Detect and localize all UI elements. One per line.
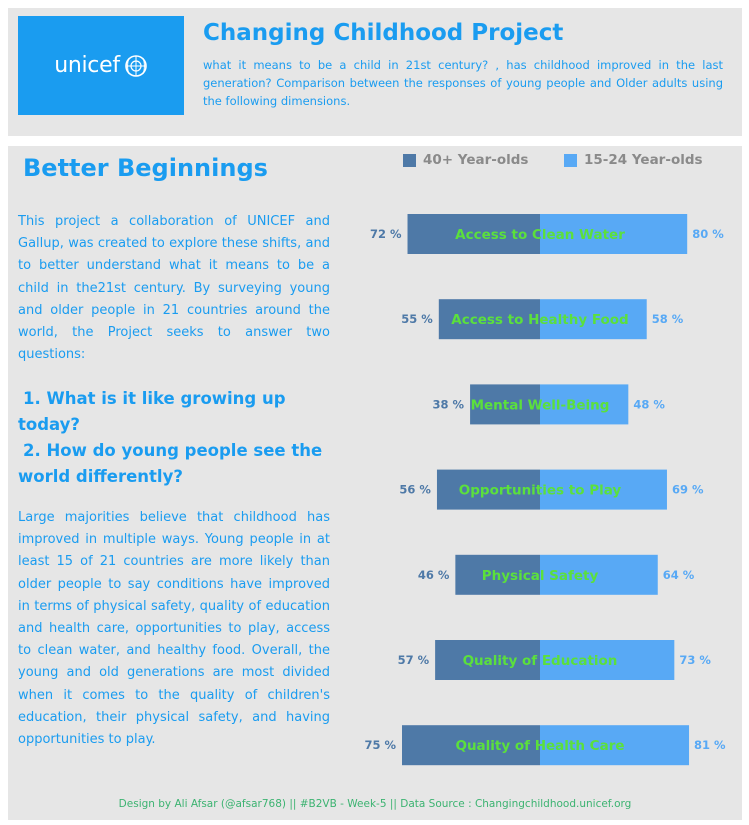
logo-wordmark: unicef (54, 53, 120, 78)
data-label-older: 55 % (401, 312, 433, 326)
legend-swatch-older (403, 153, 416, 167)
section-divider (8, 136, 742, 146)
intro-paragraph: This project a collaboration of UNICEF a… (18, 214, 330, 363)
page-title: Changing Childhood Project (203, 20, 564, 46)
bar-younger (540, 640, 675, 680)
bar-older (455, 554, 540, 595)
data-label-younger: 80 % (692, 227, 724, 241)
bar-older (435, 640, 540, 680)
section-title: Better Beginnings (23, 154, 268, 182)
question-two: 2. How do young people see the world dif… (18, 441, 323, 486)
unicef-logo: unicef (18, 16, 184, 115)
data-label-older: 38 % (433, 397, 465, 411)
legend-item-young: 15-24 Year-olds (564, 150, 703, 170)
bar-younger (540, 469, 667, 510)
question-one: 1. What is it like growing up today? (18, 389, 286, 434)
data-label-younger: 48 % (633, 397, 665, 411)
bar-older (436, 469, 540, 510)
data-label-younger: 58 % (652, 312, 684, 326)
footer-credit: Design by Ali Afsar (@afsar768) || #B2VB… (8, 792, 742, 820)
bar-older (402, 725, 540, 766)
data-label-younger: 73 % (679, 653, 711, 667)
bar-younger (540, 384, 629, 425)
data-label-older: 57 % (398, 653, 430, 667)
bar-younger (540, 554, 658, 595)
data-label-older: 75 % (364, 738, 396, 752)
findings-paragraph: Large majorities believe that childhood … (18, 510, 330, 748)
data-label-older: 56 % (399, 483, 431, 497)
legend-swatch-young (564, 153, 577, 167)
category-label: Mental Well-Being (471, 397, 610, 413)
category-label: Access to Healthy Food (451, 312, 628, 328)
legend-label-young: 15-24 Year-olds (584, 152, 703, 168)
bar-younger (540, 214, 688, 254)
legend-item-older: 40+ Year-olds (403, 150, 528, 170)
data-label-younger: 64 % (663, 568, 695, 582)
data-label-younger: 69 % (672, 483, 704, 497)
diverging-bar-chart: 72 % 80 % Access to Clean Water 55 % 58 % Acc… (364, 214, 726, 766)
category-label: Opportunities to Play (459, 483, 622, 499)
data-label-older: 72 % (370, 227, 402, 241)
bar-older (438, 299, 540, 340)
bar-older (407, 214, 540, 254)
category-label: Quality of Education (463, 653, 618, 669)
page-subtitle: what it means to be a child in 21st cent… (203, 58, 723, 108)
globe-icon (124, 54, 147, 77)
left-panel (8, 146, 346, 792)
data-label-younger: 81 % (694, 738, 726, 752)
bar-younger (540, 725, 690, 766)
category-label: Access to Clean Water (455, 227, 625, 243)
bar-younger (540, 299, 647, 340)
questions-block: 1. What is it like growing up today? 2. … (18, 386, 338, 490)
category-label: Quality of Health Care (455, 738, 624, 754)
data-label-older: 46 % (418, 568, 450, 582)
bar-older (470, 384, 540, 425)
category-label: Physical Safety (482, 568, 599, 584)
legend-label-older: 40+ Year-olds (423, 152, 529, 168)
